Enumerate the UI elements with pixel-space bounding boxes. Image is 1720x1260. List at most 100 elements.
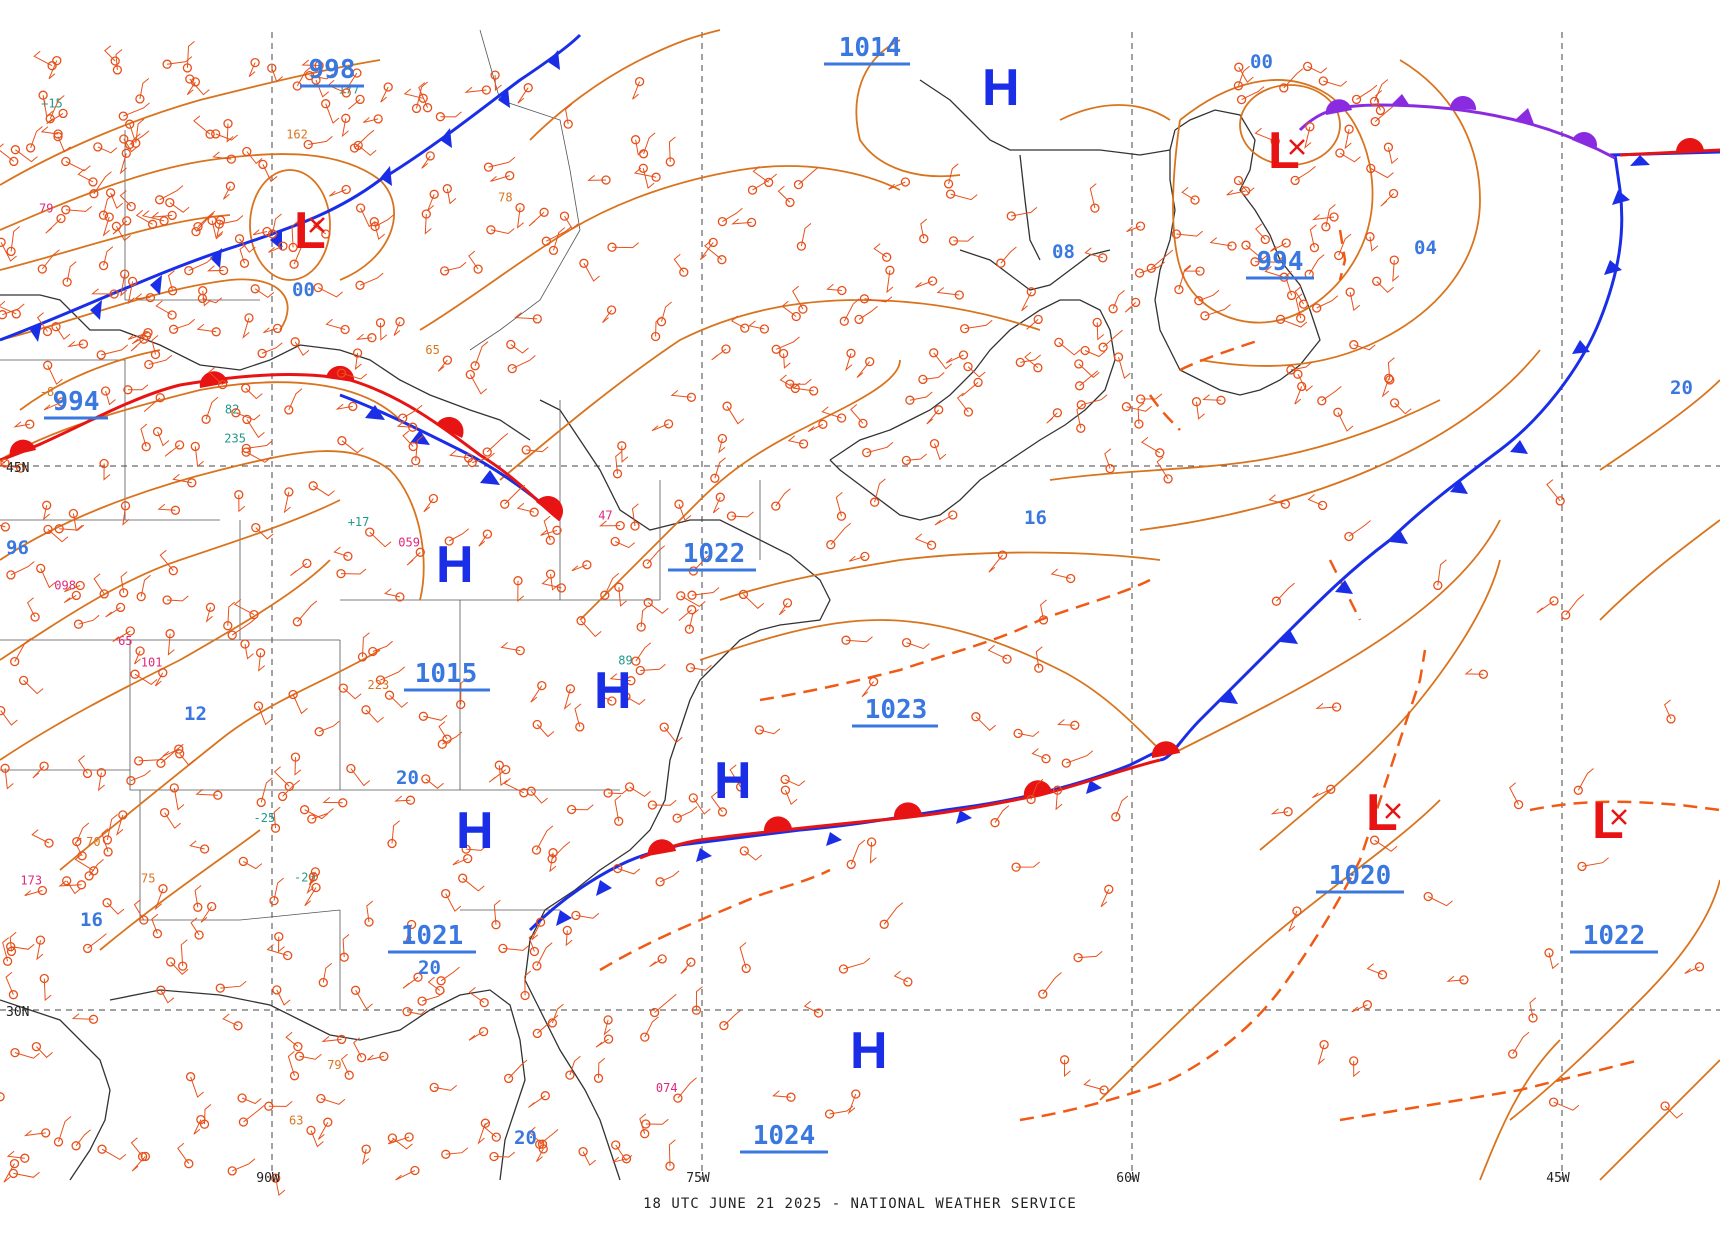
wind-barb — [222, 1013, 239, 1027]
wind-barb — [328, 189, 347, 197]
longitude-label: 75W — [686, 1171, 710, 1186]
station-marker — [313, 282, 323, 293]
station-marker — [1013, 728, 1023, 739]
wind-barb — [197, 210, 216, 227]
station-marker — [1098, 253, 1108, 263]
station-marker — [310, 867, 321, 877]
station-marker — [152, 929, 163, 939]
wind-barb — [848, 555, 866, 562]
station-marker — [314, 727, 324, 737]
wind-barb — [516, 207, 524, 229]
station-marker — [478, 1026, 489, 1037]
wind-barb — [211, 220, 223, 240]
station-marker — [565, 684, 576, 694]
wind-barb — [266, 944, 288, 956]
wind-barb — [268, 245, 284, 253]
station-marker — [715, 492, 725, 502]
station-marker — [370, 221, 380, 232]
station-marker — [337, 436, 347, 446]
station-marker — [369, 217, 379, 227]
station-marker — [1362, 1000, 1373, 1010]
station-marker — [1349, 340, 1359, 350]
station-marker — [303, 139, 313, 150]
station-marker — [1280, 499, 1291, 509]
wind-barb — [445, 1147, 469, 1155]
wind-barb — [536, 942, 553, 967]
wind-barb — [310, 1130, 324, 1148]
wind-barb — [206, 265, 224, 272]
wind-barb — [58, 880, 82, 887]
wind-barb — [617, 868, 641, 875]
wind-barb — [157, 503, 176, 511]
wind-barb — [994, 805, 1010, 823]
wind-barb — [103, 194, 114, 216]
station-marker — [42, 326, 53, 337]
wind-barb — [821, 406, 842, 419]
station-marker — [289, 259, 299, 269]
wind-barb — [74, 837, 83, 857]
wind-barb — [355, 333, 372, 340]
station-marker — [1351, 94, 1362, 105]
station-marker — [269, 896, 279, 906]
wind-barb — [1063, 1059, 1071, 1077]
station-marker — [943, 179, 954, 189]
wind-barb — [294, 341, 310, 356]
station-marker — [185, 1072, 196, 1082]
station-marker — [6, 246, 16, 257]
station-marker — [43, 524, 53, 535]
station-marker — [836, 413, 847, 423]
station-marker — [44, 838, 54, 848]
station-marker — [441, 888, 451, 899]
station-marker — [640, 1129, 650, 1139]
station-marker — [523, 83, 533, 93]
station-value: 89 — [618, 654, 632, 668]
station-marker — [93, 142, 103, 152]
wind-barb — [1295, 293, 1303, 319]
station-marker — [1200, 311, 1210, 321]
wind-barb — [1344, 129, 1352, 150]
isobar-label-short: 08 — [1052, 241, 1075, 263]
high-center: H — [594, 662, 632, 720]
wind-barb — [154, 672, 164, 687]
wind-barb — [172, 473, 192, 484]
wind-barb — [1338, 233, 1352, 256]
station-marker — [1423, 891, 1433, 902]
station-marker — [404, 1132, 414, 1142]
wind-barb — [510, 344, 529, 354]
wind-barb — [140, 423, 148, 447]
wind-barb — [45, 218, 62, 234]
station-marker — [603, 1015, 613, 1025]
station-marker — [120, 269, 130, 279]
station-marker — [676, 591, 686, 601]
station-marker — [127, 276, 138, 287]
wind-barb — [102, 216, 110, 237]
wind-barb — [341, 440, 364, 454]
station-marker — [102, 898, 112, 908]
wind-barb — [194, 885, 202, 908]
station-marker — [1190, 195, 1200, 205]
wind-barb — [362, 1148, 370, 1165]
wind-barb — [599, 520, 621, 527]
station-marker — [258, 159, 268, 170]
wind-barb — [129, 124, 141, 140]
wind-barb — [0, 459, 6, 464]
wind-barb — [452, 858, 468, 866]
wind-barb — [157, 431, 170, 447]
wind-barb — [583, 263, 600, 282]
station-marker — [395, 592, 405, 602]
wind-barb — [392, 1137, 413, 1150]
station-marker — [165, 197, 175, 208]
isobar-label: 1022 — [1583, 921, 1646, 951]
wind-barb — [1512, 1031, 1530, 1055]
station-marker — [249, 609, 259, 620]
station-marker — [1026, 287, 1036, 297]
wind-barb — [779, 374, 796, 389]
station-marker — [102, 835, 113, 845]
wind-barb — [242, 317, 250, 339]
wind-barb — [472, 452, 495, 463]
station-marker — [39, 761, 49, 771]
wind-barb — [1255, 223, 1266, 240]
station-marker — [253, 701, 264, 711]
wind-barb — [598, 1057, 606, 1079]
wind-barb — [297, 600, 318, 623]
